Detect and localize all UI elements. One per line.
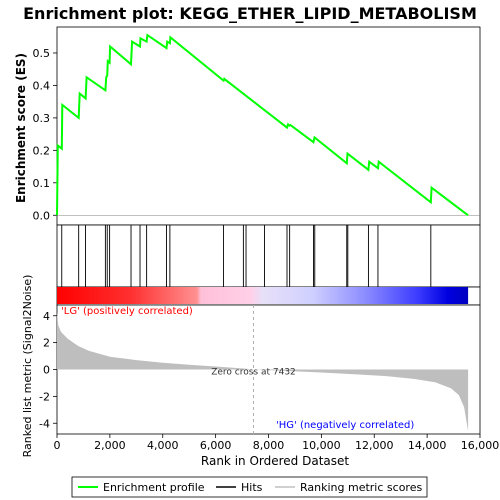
rank-y-tick-label: -2	[39, 390, 50, 403]
es-y-tick-label: 0.0	[33, 209, 51, 222]
rank-y-axis: -4 -2 0 2 4	[39, 310, 57, 430]
es-panel: 0.0 0.1 0.2 0.3 0.4 0.5 Enrichment score (ES)	[14, 26, 481, 226]
rank-y-tick-label: -4	[39, 417, 50, 430]
zero-cross-label: Zero cross at 7432	[211, 368, 296, 378]
legend-label-ranking-metric: Ranking metric scores	[300, 481, 422, 494]
rank-y-tick-label: 4	[43, 310, 50, 323]
es-y-tick-label: 0.5	[33, 47, 51, 60]
legend: Enrichment profile Hits Ranking metric s…	[71, 476, 428, 498]
enrichment-profile-line	[56, 33, 469, 217]
hits-panel-frame	[56, 224, 481, 288]
chart-title: Enrichment plot: KEGG_ETHER_LIPID_METABO…	[23, 4, 477, 23]
es-y-tick-label: 0.4	[33, 79, 51, 92]
rank-x-tick-label: 0	[54, 439, 61, 452]
es-y-axis: 0.0 0.1 0.2 0.3 0.4 0.5	[33, 47, 57, 222]
ranking-metric-area	[57, 311, 469, 432]
rank-x-tick-label: 16,000	[461, 439, 500, 452]
rank-y-tick-label: 0	[43, 364, 50, 377]
es-y-tick-label: 0.2	[33, 144, 51, 157]
rank-x-tick-label: 10,000	[302, 439, 341, 452]
rank-x-tick-label: 12,000	[355, 439, 394, 452]
rank-y-axis-label: Ranked list metric (Signal2Noise)	[21, 275, 34, 458]
es-y-tick-label: 0.1	[33, 177, 51, 190]
rank-x-tick-label: 6,000	[200, 439, 232, 452]
legend-label-hits: Hits	[241, 481, 263, 494]
es-y-tick-label: 0.3	[33, 112, 51, 125]
rank-x-tick-label: 2,000	[94, 439, 126, 452]
rank-color-bar	[56, 286, 481, 306]
legend-frame	[71, 476, 428, 498]
rank-x-tick-label: 8,000	[253, 439, 285, 452]
rank-x-axis-label: Rank in Ordered Dataset	[201, 454, 349, 468]
es-panel-frame	[56, 26, 481, 226]
rank-gradient	[57, 287, 469, 304]
hits-panel	[56, 224, 481, 288]
negative-correlation-label: 'HG' (negatively correlated)	[276, 420, 414, 431]
rank-panel: Zero cross at 7432 'LG' (positively corr…	[21, 275, 499, 468]
positive-correlation-label: 'LG' (positively correlated)	[61, 306, 193, 317]
rank-y-tick-label: 2	[43, 337, 50, 350]
rank-x-tick-label: 14,000	[408, 439, 447, 452]
hit-marks	[61, 225, 432, 287]
es-y-axis-label: Enrichment score (ES)	[14, 53, 28, 203]
rank-x-tick-label: 4,000	[147, 439, 179, 452]
legend-label-enrichment-profile: Enrichment profile	[103, 481, 205, 494]
rank-x-axis: 0 2,000 4,000 6,000 8,000 10,000 12,000 14,000 1…	[54, 434, 500, 452]
